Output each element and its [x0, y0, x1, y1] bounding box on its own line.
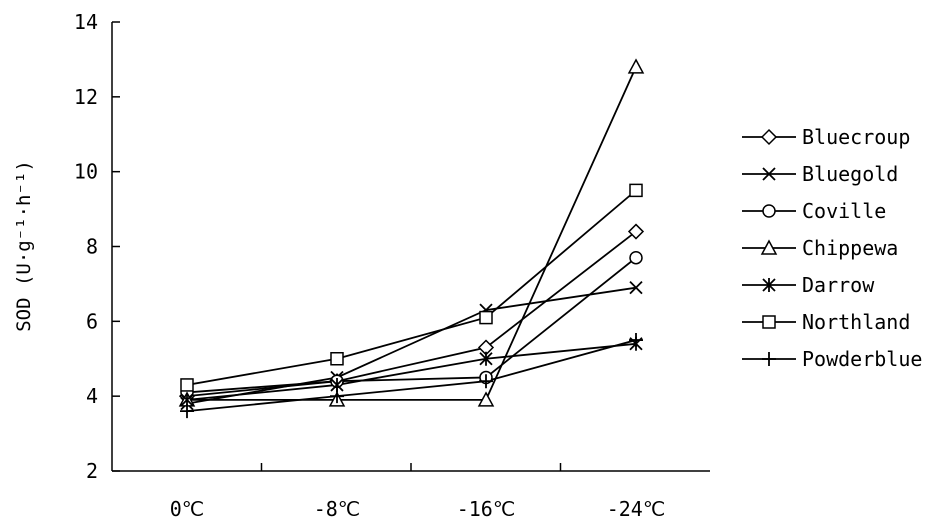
legend-marker-northland	[762, 315, 776, 329]
y-tick-label: 14	[74, 10, 98, 34]
data-point-northland	[330, 352, 344, 366]
legend-label-bluecroup: Bluecroup	[802, 125, 910, 149]
series-line-coville	[186, 257, 637, 394]
legend-label-chippewa: Chippewa	[802, 236, 898, 260]
y-tick-label: 6	[86, 309, 98, 333]
y-axis-label: SOD (U·g⁻¹·h⁻¹)	[13, 160, 35, 332]
legend-marker-darrow	[762, 278, 776, 292]
data-point-coville	[629, 250, 643, 265]
data-point-bluegold	[629, 281, 643, 295]
legend-marker-powderblue	[762, 352, 776, 366]
legend-label-coville: Coville	[802, 199, 886, 223]
data-point-darrow	[479, 351, 493, 366]
data-point-powderblue	[629, 333, 643, 348]
series-line-chippewa	[187, 66, 637, 401]
legend-label-powderblue: Powderblue	[802, 347, 922, 371]
series-line-northland	[186, 189, 637, 386]
y-tick-label: 4	[86, 384, 98, 408]
series-line-powderblue	[186, 339, 637, 413]
legend-label-bluegold: Bluegold	[802, 162, 898, 186]
data-point-northland	[180, 378, 194, 392]
x-tick-label: -16℃	[457, 497, 516, 521]
series-line-darrow	[186, 342, 637, 401]
y-tick-label: 12	[74, 85, 98, 109]
axes: 2 4 6 8 10 12 14 0℃ -8℃ -16℃ -24℃	[74, 10, 710, 521]
data-point-powderblue	[180, 404, 194, 419]
legend-marker-chippewa	[760, 239, 778, 255]
data-point-powderblue	[330, 389, 344, 404]
legend-label-darrow: Darrow	[802, 273, 875, 297]
legend-marker-bluegold	[762, 167, 776, 181]
x-tick-label: 0℃	[170, 497, 205, 521]
data-point-bluecroup	[627, 223, 645, 240]
data-point-chippewa	[477, 391, 495, 407]
series-lines	[186, 66, 637, 413]
data-point-northland	[629, 183, 643, 198]
data-point-chippewa	[627, 58, 645, 74]
data-point-northland	[479, 310, 493, 325]
x-tick-label: -24℃	[607, 497, 666, 521]
legend-label-northland: Northland	[802, 310, 910, 334]
y-tick-label: 2	[86, 459, 98, 483]
y-tick-label: 8	[86, 235, 98, 259]
x-tick-label: -8℃	[314, 497, 361, 521]
series-line-bluegold	[186, 286, 637, 405]
series-markers	[178, 58, 645, 419]
series-line-bluecroup	[186, 230, 637, 398]
legend-marker-bluecroup	[760, 128, 778, 146]
legend: Bluecroup Bluegold Coville Chippewa Darrow No…	[742, 125, 922, 371]
y-tick-label: 10	[74, 160, 98, 184]
data-point-powderblue	[479, 374, 493, 389]
legend-marker-coville	[762, 204, 776, 218]
